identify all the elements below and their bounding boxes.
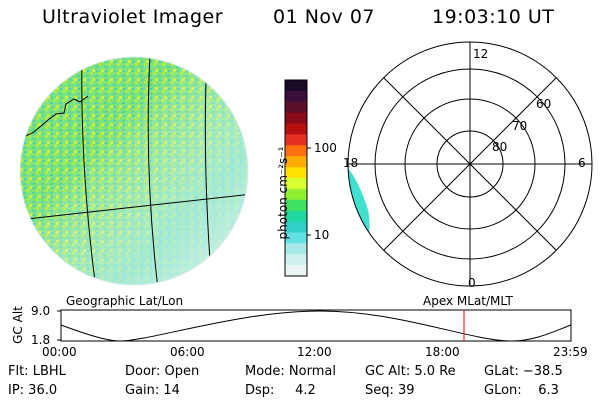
observation-time: 19:03:10 UT <box>432 6 555 28</box>
door-status: Door: Open <box>125 364 200 379</box>
colorbar-swatch <box>285 210 307 223</box>
colorbar-swatch <box>285 112 307 125</box>
y-tick-label-9: 9.0 <box>31 304 51 318</box>
x-tick-label-0600: 06:00 <box>170 345 205 359</box>
colorbar-swatch <box>285 90 307 103</box>
x-tick-label-1800: 18:00 <box>425 345 460 359</box>
colorbar-swatch <box>285 265 307 277</box>
mlat-label-80: 80 <box>492 140 508 154</box>
orbit-altitude-curve <box>60 310 572 342</box>
latitude-line <box>20 193 248 221</box>
mlt-label-6: 6 <box>578 156 586 170</box>
coastline <box>20 95 89 141</box>
x-tick-label-2359: 23:59 <box>553 345 588 359</box>
disk-edge <box>19 56 249 286</box>
mlat-label-60: 60 <box>536 97 552 111</box>
filter-status: Flt: LBHL <box>8 364 66 379</box>
colorbar-swatch <box>285 101 307 114</box>
colorbar-swatch <box>285 199 307 212</box>
geographic-grid-label: Geographic Lat/Lon <box>66 294 184 308</box>
observation-date: 01 Nov 07 <box>273 6 376 28</box>
gc-alt-status: GC Alt: 5.0 Re <box>365 364 456 379</box>
orbit-ylabel: GC Alt <box>11 306 25 344</box>
emission-fade <box>20 57 248 285</box>
colorbar-swatch <box>285 188 307 201</box>
orbit-plot-frame <box>60 309 572 342</box>
longitude-line-1 <box>81 57 97 285</box>
colorbar-swatches <box>285 80 307 277</box>
x-tick-label-1200: 12:00 <box>297 345 332 359</box>
colorbar-swatch <box>285 232 307 244</box>
seq-status: Seq: 39 <box>365 383 415 398</box>
colorbar-swatch <box>285 221 307 233</box>
colorbar-swatch <box>285 243 307 255</box>
colorbar-swatch <box>285 145 307 157</box>
polar-diagonal-2 <box>383 77 557 251</box>
gain-status: Gain: 14 <box>125 383 180 398</box>
dsp-status: Dsp: 4.2 <box>245 383 316 398</box>
glon-status: GLon: 6.3 <box>484 383 559 398</box>
colorbar-swatch <box>285 80 307 92</box>
instrument-title: Ultraviolet Imager <box>42 6 224 28</box>
y-tick-label-1.8: 1.8 <box>31 333 51 347</box>
x-tick-label-0000: 00:00 <box>42 345 77 359</box>
colorbar-swatch <box>285 254 307 266</box>
colorbar-swatch <box>285 156 307 168</box>
colorbar-swatch <box>285 178 307 190</box>
mode-status: Mode: Normal <box>245 364 336 379</box>
glat-status: GLat: −38.5 <box>484 364 563 379</box>
mlat-label-70: 70 <box>512 119 528 133</box>
longitude-line-2 <box>147 57 159 285</box>
colorbar-frame <box>284 79 308 277</box>
mlt-label-12: 12 <box>473 47 489 61</box>
colorbar-swatch <box>285 167 307 179</box>
colorbar-swatch <box>285 123 307 135</box>
ip-status: IP: 36.0 <box>8 383 58 398</box>
mlt-label-0: 0 <box>468 276 476 290</box>
colorbar-swatch <box>285 134 307 146</box>
colorbar-tick-label-100: 100 <box>314 141 337 155</box>
mlt-label-18: 18 <box>343 156 359 170</box>
colorbar-tick-label-10: 10 <box>314 228 330 242</box>
apex-grid-label: Apex MLat/MLT <box>423 294 513 308</box>
